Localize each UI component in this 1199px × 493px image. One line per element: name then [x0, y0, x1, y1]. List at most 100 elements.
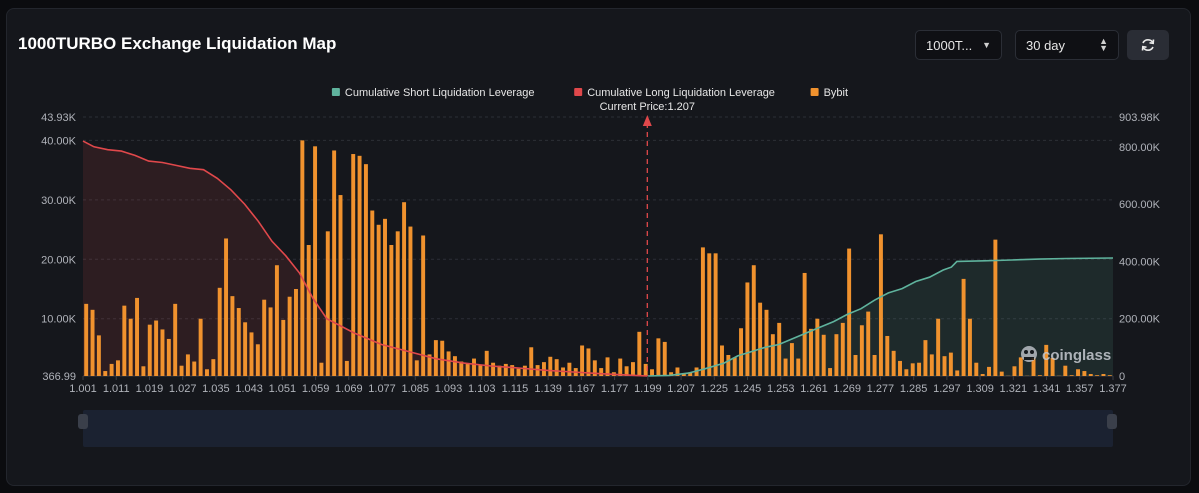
- bybit-bar: [541, 362, 546, 376]
- bybit-bar: [847, 248, 852, 376]
- bybit-bar: [160, 329, 165, 376]
- coinglass-logo-icon: [1021, 346, 1037, 362]
- bybit-bar: [948, 352, 953, 376]
- symbol-select[interactable]: 1000T... ▼: [915, 30, 1002, 60]
- bybit-bar: [872, 354, 877, 376]
- watermark: coinglass: [1021, 346, 1111, 364]
- bybit-bar: [230, 296, 235, 376]
- bybit-bar: [726, 354, 731, 376]
- bybit-bar: [383, 218, 387, 376]
- bybit-bar: [179, 365, 184, 376]
- bybit-bar: [357, 155, 362, 376]
- bybit-bar: [516, 368, 521, 376]
- bybit-bar: [942, 356, 947, 376]
- bybit-bar: [554, 359, 559, 376]
- current-price-arrow: [642, 115, 652, 126]
- bybit-bar: [834, 334, 839, 376]
- bybit-bar: [491, 362, 496, 376]
- bybit-bar: [262, 299, 267, 376]
- bybit-bar: [370, 210, 375, 376]
- current-price-label: Current Price:1.207: [600, 101, 695, 113]
- bybit-bar: [535, 365, 540, 376]
- bybit-bar: [1095, 375, 1100, 376]
- bybit-bar: [789, 343, 794, 376]
- left-tick-label: 30.00K: [41, 195, 77, 207]
- legend-swatch: [574, 88, 583, 96]
- zoom-slider-handle-left[interactable]: [78, 414, 88, 429]
- period-select[interactable]: 30 day ▲ ▼: [1015, 30, 1119, 60]
- x-tick-label: 1.321: [1000, 383, 1028, 395]
- zoom-slider[interactable]: [78, 410, 1117, 447]
- bybit-bar: [459, 361, 464, 376]
- bybit-bar: [173, 303, 178, 376]
- bybit-bar: [1031, 357, 1036, 376]
- bybit-bar: [967, 318, 972, 376]
- x-axis-labels: 1.001 1.011 1.019 1.027 1.035 1.043 1.051 1.059…: [69, 376, 1127, 395]
- x-tick-label: 1.167: [568, 383, 596, 395]
- bybit-bar: [707, 253, 712, 376]
- bybit-bar: [923, 340, 928, 376]
- bybit-bar: [681, 374, 686, 376]
- bybit-bar: [917, 362, 922, 376]
- legend-swatch: [810, 88, 819, 96]
- bybit-bar: [90, 309, 95, 376]
- bybit-bar: [955, 370, 960, 376]
- bybit-bar: [885, 335, 890, 376]
- bybit-bar: [478, 365, 483, 376]
- bybit-bar: [624, 366, 629, 376]
- bybit-bar: [993, 239, 998, 376]
- bybit-bar: [300, 140, 305, 376]
- zoom-slider-handle-right[interactable]: [1107, 414, 1117, 429]
- x-tick-label: 1.139: [534, 383, 562, 395]
- bybit-bar: [618, 358, 623, 376]
- legend: Cumulative Short Liquidation Leverage Cum…: [331, 87, 848, 99]
- chevron-updown-icon: ▲ ▼: [1099, 36, 1108, 53]
- x-tick-label: 1.069: [335, 383, 363, 395]
- x-tick-label: 1.377: [1099, 383, 1127, 395]
- x-tick-label: 1.043: [235, 383, 263, 395]
- chevron-down-icon: ▼: [982, 40, 991, 50]
- bybit-bar: [255, 344, 260, 376]
- bybit-bar: [363, 164, 368, 376]
- cumulative-short-line: [647, 257, 1114, 377]
- x-tick-label: 1.261: [800, 383, 828, 395]
- bybit-bar: [1050, 357, 1055, 376]
- bybit-bar: [796, 358, 801, 376]
- left-tick-label: 20.00K: [41, 254, 77, 266]
- bybit-bar: [643, 363, 648, 376]
- right-tick-label: 600.00K: [1119, 199, 1161, 211]
- bybit-bar: [1101, 374, 1106, 376]
- bybit-bar: [224, 238, 229, 376]
- bybit-bar: [745, 282, 750, 376]
- bybit-bar: [1069, 375, 1074, 376]
- bybit-bar: [446, 351, 451, 376]
- bybit-bar: [853, 354, 858, 376]
- zoom-slider-track[interactable]: [83, 410, 1113, 447]
- bybit-bar: [910, 363, 915, 376]
- x-tick-label: 1.085: [401, 383, 429, 395]
- bybit-bar: [249, 332, 254, 376]
- bybit-bar: [472, 358, 476, 376]
- bybit-bar: [777, 322, 782, 376]
- x-tick-label: 1.103: [468, 383, 496, 395]
- left-tick-label: 43.93K: [41, 112, 77, 124]
- x-tick-label: 1.253: [767, 383, 795, 395]
- x-tick-label: 1.019: [136, 383, 164, 395]
- bybit-bar: [669, 372, 674, 376]
- bybit-bar: [980, 374, 985, 376]
- refresh-button[interactable]: [1127, 30, 1169, 60]
- x-tick-label: 1.115: [502, 383, 529, 395]
- bybit-bar: [484, 350, 489, 376]
- bybit-bar: [700, 247, 705, 376]
- watermark-text: coinglass: [1042, 347, 1111, 364]
- bybit-bar: [452, 356, 457, 376]
- bybit-bar: [147, 324, 152, 376]
- bybit-bar: [294, 289, 298, 376]
- bybit-bar: [84, 303, 89, 376]
- left-tick-label: 40.00K: [41, 135, 77, 147]
- current-price-marker: Current Price:1.207: [600, 101, 695, 376]
- x-tick-label: 1.341: [1033, 383, 1061, 395]
- bybit-bar: [904, 369, 909, 376]
- bybit-bar: [548, 356, 553, 376]
- x-tick-label: 1.309: [966, 383, 994, 395]
